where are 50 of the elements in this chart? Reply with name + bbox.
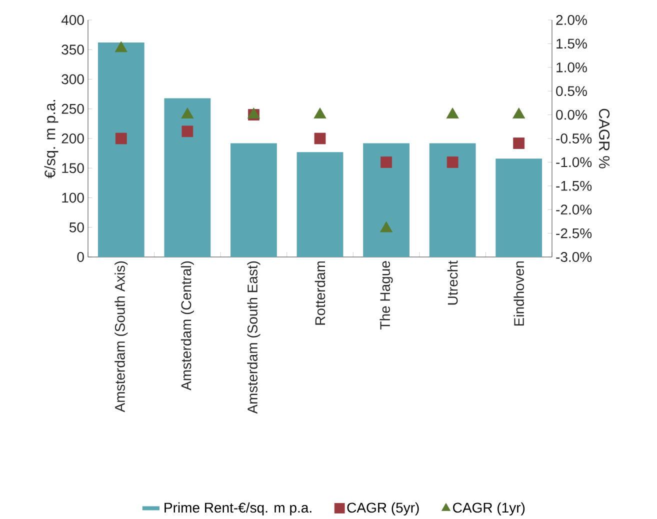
y-tick-label: 0 (77, 252, 84, 262)
bar (429, 143, 476, 257)
point (446, 156, 458, 168)
point (314, 108, 326, 118)
y2-tick-label: 0.5% (556, 86, 587, 96)
y2-tick-label: -1.0% (556, 157, 592, 168)
y2-tick-label: -3.0% (556, 252, 592, 262)
y-tick-label: 50 (69, 222, 84, 232)
x-tick-label: Eindhoven (514, 261, 524, 326)
legend-label: CAGR (1yr) (453, 502, 525, 516)
point (182, 126, 194, 138)
y-tick-label: 250 (62, 104, 84, 114)
point (114, 41, 128, 52)
y2-tick-label: 1.5% (556, 38, 587, 49)
y2-axis-title: CAGR % (598, 108, 610, 168)
y-tick-label: 400 (61, 15, 84, 25)
legend-label: Prime Rent-€/sq. m p.a. (164, 502, 312, 516)
y2-tick-label: 0.0% (556, 110, 587, 120)
bar (98, 42, 144, 257)
bar (164, 98, 211, 257)
y2-tick-label: -2.5% (556, 228, 592, 238)
x-tick-label: Rotterdam (314, 261, 326, 325)
x-tick-label: Amsterdam (South Axis) (114, 261, 128, 412)
y-tick-label: 150 (62, 163, 84, 174)
point (314, 132, 326, 144)
y2-tick-label: -1.5% (556, 180, 592, 191)
bar (230, 143, 277, 257)
x-tick-label: Utrecht (447, 260, 458, 305)
bar (296, 152, 344, 257)
y2-tick-label: 1.0% (556, 62, 587, 72)
point (115, 132, 127, 144)
y-tick-label: 300 (62, 74, 84, 84)
legend-label: CAGR (5yr) (347, 502, 419, 516)
y2-tick-label: -0.5% (556, 134, 592, 144)
y2-tick-label: 2.0% (556, 15, 587, 25)
y-tick-label: 100 (62, 192, 84, 203)
point (446, 108, 459, 118)
bar (496, 158, 542, 257)
point (181, 108, 194, 118)
x-tick-label: Amsterdam (South East) (247, 261, 260, 414)
y-tick-label: 200 (62, 134, 84, 144)
bar (363, 143, 410, 257)
y-tick-label: 350 (62, 44, 84, 55)
point (512, 108, 526, 118)
x-tick-label: The Hague (380, 261, 393, 330)
y2-tick-label: -2.0% (556, 204, 592, 215)
point (380, 156, 392, 168)
point (513, 138, 525, 149)
y-axis-title: €/sq. m p.a. (44, 100, 58, 178)
x-tick-label: Amsterdam (Central) (180, 261, 194, 390)
